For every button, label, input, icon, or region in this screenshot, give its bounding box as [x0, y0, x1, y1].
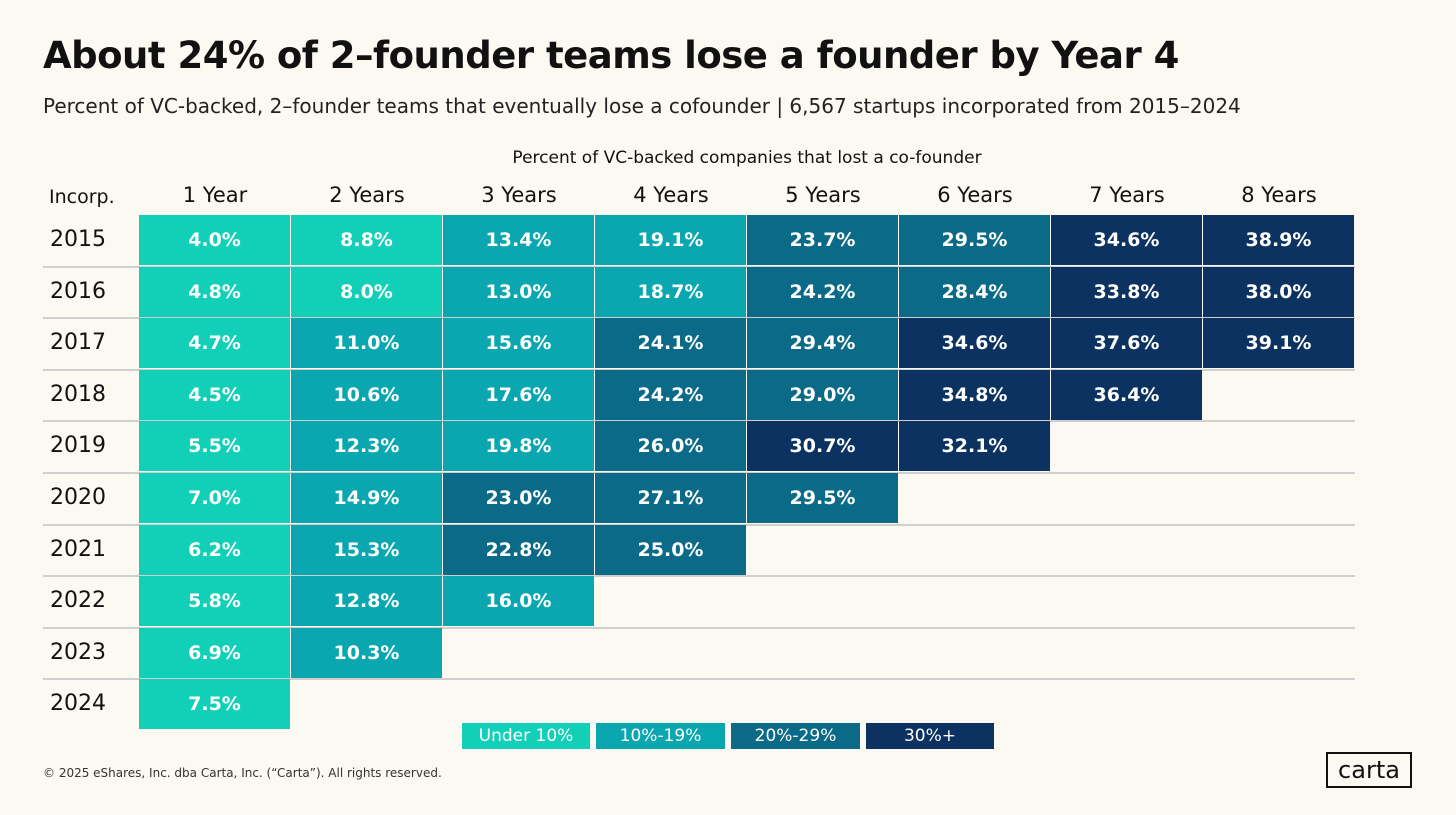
copyright-footer: © 2025 eShares, Inc. dba Carta, Inc. (“C…	[43, 766, 442, 780]
row-label: 2015	[50, 227, 106, 252]
column-header: 6 Years	[937, 183, 1013, 207]
heatmap-cell: 11.0%	[291, 318, 442, 369]
heatmap-cell: 12.3%	[291, 421, 442, 472]
heatmap-cell: 13.4%	[443, 215, 594, 265]
heatmap-cell: 13.0%	[443, 266, 594, 317]
heatmap-cell: 7.0%	[139, 473, 290, 523]
heatmap-cell: 4.0%	[139, 215, 290, 265]
heatmap-cell: 8.8%	[291, 215, 442, 265]
legend-item: 30%+	[866, 723, 994, 749]
heatmap-cell: 24.1%	[595, 318, 746, 369]
heatmap-cell: 17.6%	[443, 369, 594, 420]
heatmap-cell: 29.4%	[747, 318, 898, 369]
heatmap-cell: 34.8%	[899, 369, 1050, 420]
heatmap-cell: 5.5%	[139, 421, 290, 472]
heatmap-cell: 8.0%	[291, 266, 442, 317]
heatmap-cell: 10.3%	[291, 627, 442, 678]
heatmap-cell: 5.8%	[139, 576, 290, 627]
row-divider	[43, 678, 1355, 681]
heatmap-cell: 19.8%	[443, 421, 594, 472]
row-label: 2023	[50, 639, 106, 665]
row-label: 2016	[50, 278, 106, 304]
legend-item: 20%-29%	[731, 723, 860, 749]
heatmap-cell: 23.7%	[747, 215, 898, 265]
row-divider	[43, 626, 1355, 629]
heatmap-cell: 4.7%	[139, 318, 290, 369]
heatmap-cell: 15.6%	[443, 318, 594, 369]
heatmap-cell: 15.3%	[291, 524, 442, 575]
heatmap-cell: 24.2%	[747, 266, 898, 317]
heatmap-cell: 7.5%	[139, 679, 290, 730]
column-group-title: Percent of VC-backed companies that lost…	[512, 148, 982, 168]
heatmap-cell: 14.9%	[291, 473, 442, 523]
heatmap-cell: 32.1%	[899, 421, 1050, 472]
row-label: 2017	[50, 330, 106, 356]
chart-subtitle: Percent of VC-backed, 2–founder teams th…	[43, 94, 1241, 118]
row-header-label: Incorp.	[49, 186, 115, 208]
row-divider	[43, 575, 1355, 578]
row-label: 2021	[50, 536, 106, 562]
heatmap-cell: 12.8%	[291, 576, 442, 627]
heatmap-cell: 10.6%	[291, 369, 442, 420]
heatmap-cell: 38.9%	[1203, 215, 1354, 265]
heatmap-cell: 29.0%	[747, 369, 898, 420]
row-label: 2022	[50, 588, 106, 614]
row-label: 2020	[50, 485, 106, 510]
column-header: 5 Years	[785, 183, 861, 207]
heatmap-cell: 24.2%	[595, 369, 746, 420]
heatmap-cell: 28.4%	[899, 266, 1050, 317]
column-header: 2 Years	[329, 183, 405, 207]
carta-logo: carta	[1326, 752, 1412, 788]
heatmap-cell: 39.1%	[1203, 318, 1354, 369]
row-label: 2019	[50, 433, 106, 459]
heatmap-cell: 4.5%	[139, 369, 290, 420]
heatmap-cell: 6.2%	[139, 524, 290, 575]
column-header: 4 Years	[633, 183, 709, 207]
row-label: 2024	[50, 691, 106, 717]
heatmap-cell: 27.1%	[595, 473, 746, 523]
row-label: 2018	[50, 381, 106, 407]
column-header: 8 Years	[1241, 183, 1317, 207]
heatmap-cell: 18.7%	[595, 266, 746, 317]
column-header: 7 Years	[1089, 183, 1165, 207]
heatmap-cell: 29.5%	[747, 473, 898, 523]
heatmap-cell: 34.6%	[1051, 215, 1202, 265]
heatmap-cell: 29.5%	[899, 215, 1050, 265]
heatmap-cell: 25.0%	[595, 524, 746, 575]
heatmap-cell: 6.9%	[139, 627, 290, 678]
heatmap-cell: 26.0%	[595, 421, 746, 472]
heatmap-cell: 16.0%	[443, 576, 594, 627]
legend-item: Under 10%	[462, 723, 590, 749]
column-header: 3 Years	[481, 183, 557, 207]
column-header: 1 Year	[182, 183, 248, 207]
heatmap-cell: 19.1%	[595, 215, 746, 265]
heatmap-cell: 38.0%	[1203, 266, 1354, 317]
heatmap-cell: 33.8%	[1051, 266, 1202, 317]
heatmap-cell: 4.8%	[139, 266, 290, 317]
heatmap-cell: 36.4%	[1051, 369, 1202, 420]
heatmap-cell: 23.0%	[443, 473, 594, 523]
chart-title: About 24% of 2–founder teams lose a foun…	[43, 34, 1179, 77]
heatmap-cell: 34.6%	[899, 318, 1050, 369]
heatmap-cell: 30.7%	[747, 421, 898, 472]
heatmap-cell: 37.6%	[1051, 318, 1202, 369]
legend-item: 10%-19%	[596, 723, 725, 749]
heatmap-cell: 22.8%	[443, 524, 594, 575]
